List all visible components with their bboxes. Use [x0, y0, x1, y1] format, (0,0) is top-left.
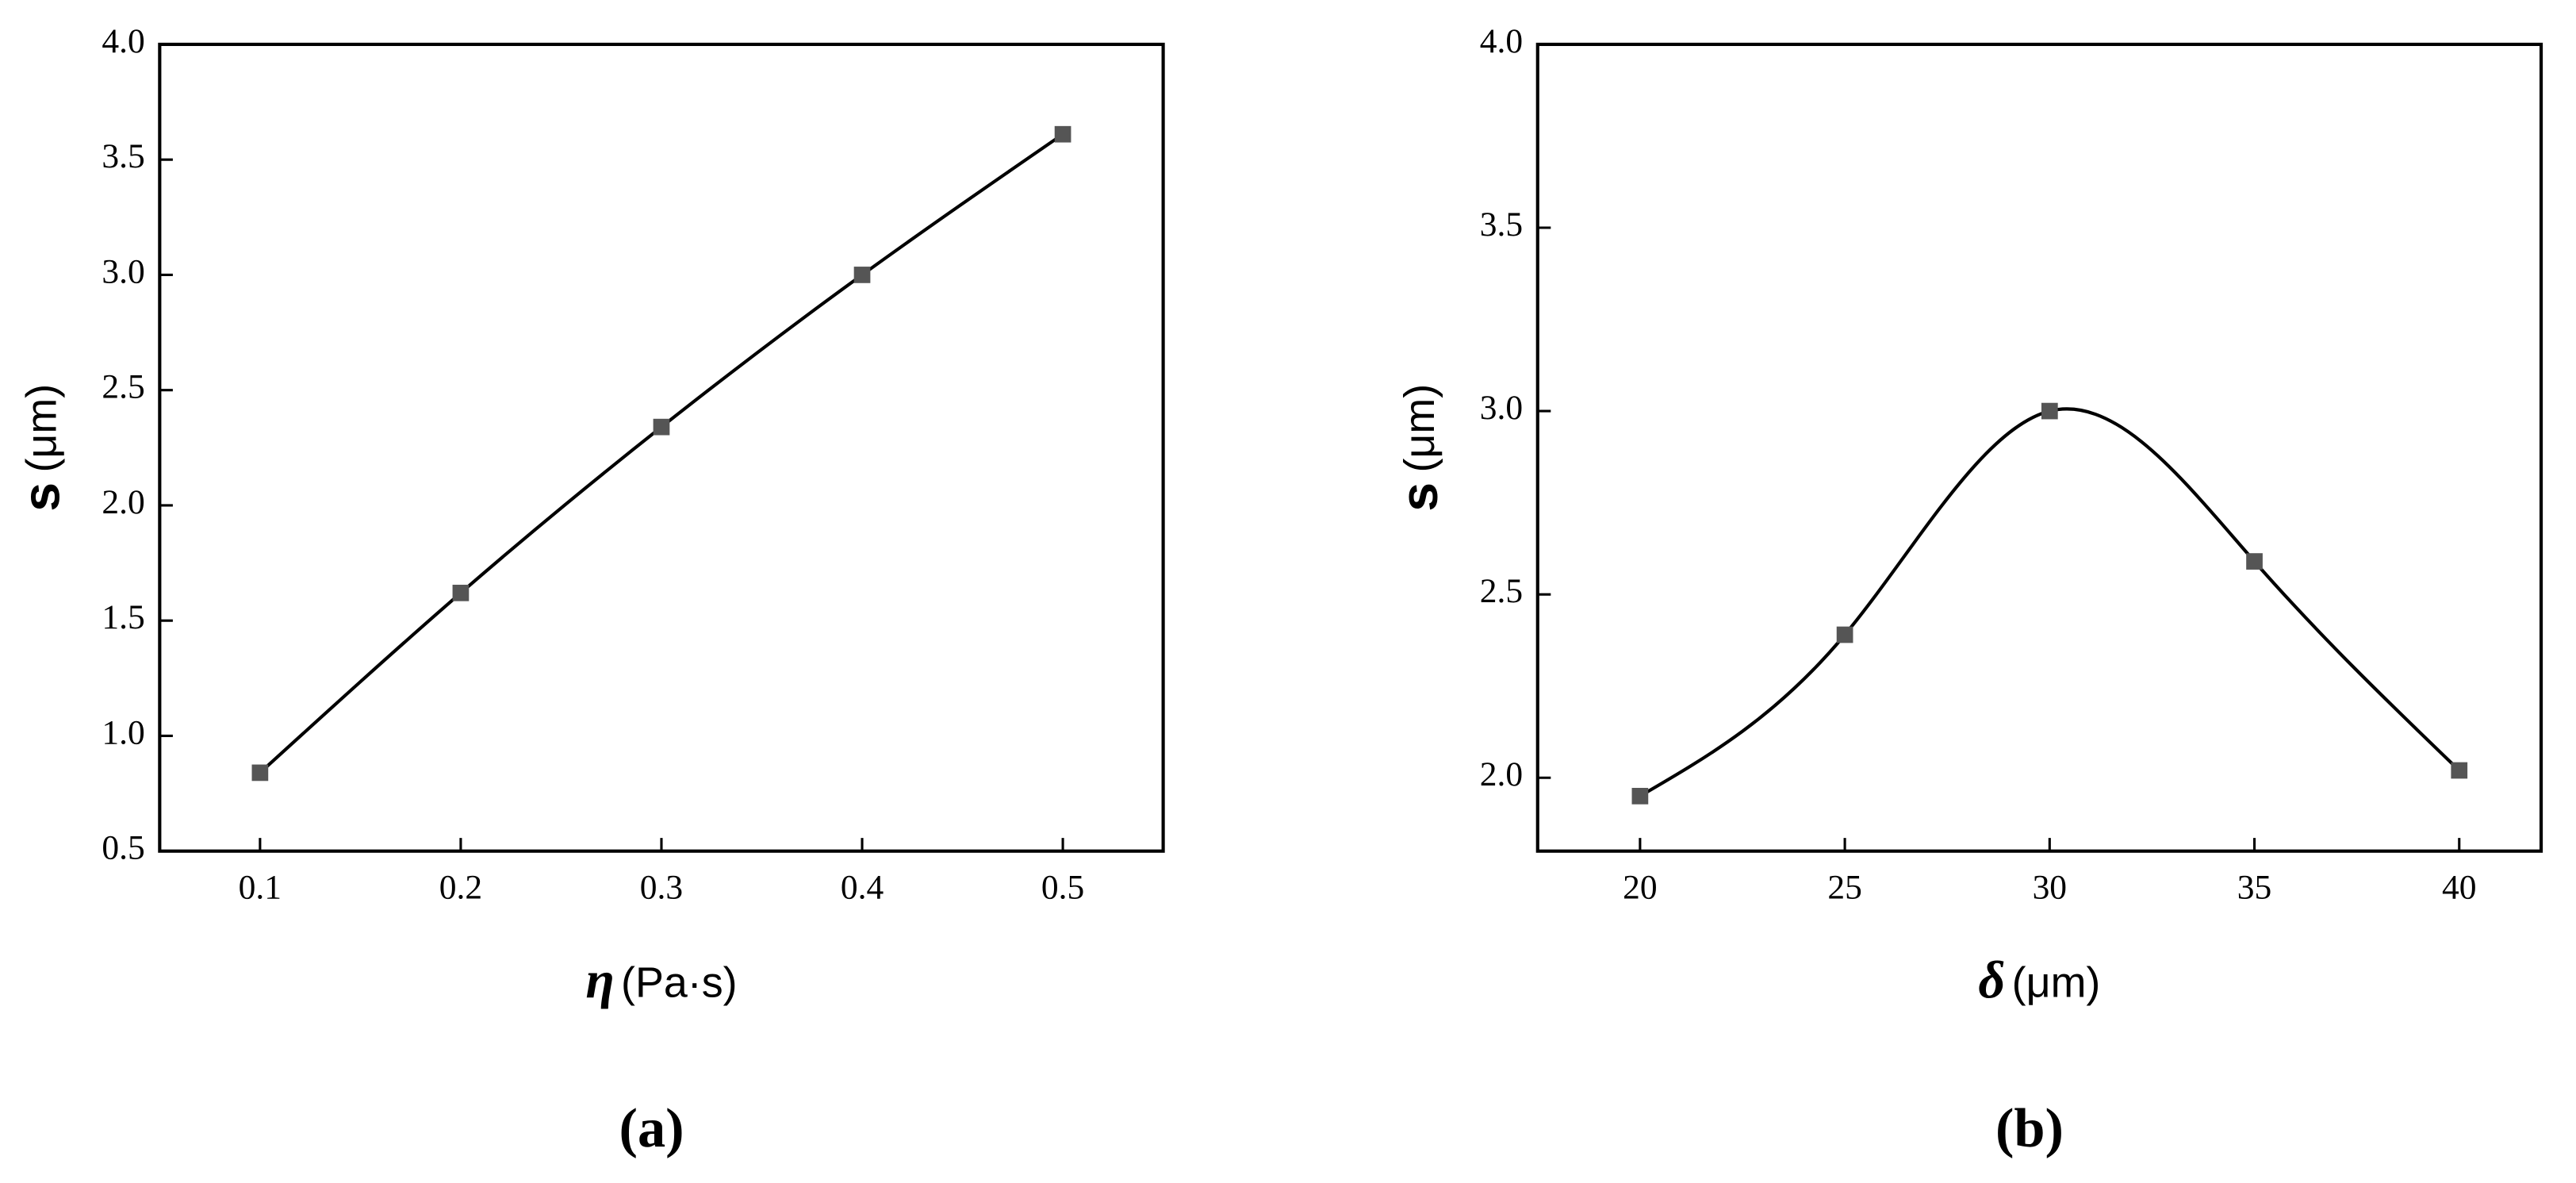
plot-frame: [1535, 42, 2543, 853]
marker: [653, 418, 670, 436]
x-tick-label: 0.5: [1041, 868, 1084, 906]
caption: (b): [1995, 1097, 2064, 1159]
y-tick-label: 2.0: [102, 483, 144, 521]
x-axis-label: δ (μm): [1978, 952, 2100, 1010]
caption: (a): [619, 1097, 684, 1159]
x-tick-label: 0.4: [841, 868, 884, 906]
marker: [1631, 788, 1649, 805]
x-tick-label: 0.2: [439, 868, 482, 906]
y-tick-label: 4.0: [1480, 22, 1523, 60]
marker: [251, 764, 269, 782]
marker: [1836, 626, 1853, 643]
x-axis-label: η (Pa·s): [585, 952, 737, 1010]
line: [1639, 407, 2461, 798]
x-tick-label: 0.1: [239, 868, 282, 906]
x-tick-label: 25: [1827, 868, 1861, 906]
x-tick-label: 40: [2442, 868, 2476, 906]
marker: [2451, 762, 2468, 779]
x-label-symbol: η: [585, 952, 614, 1010]
y-axis-label: s (μm): [1390, 384, 1448, 512]
x-tick-label: 0.3: [640, 868, 683, 906]
y-axis-label: s (μm): [12, 384, 71, 512]
y-label-symbol: s: [12, 482, 71, 512]
line: [259, 133, 1064, 774]
marker: [1054, 125, 1071, 143]
y-label-unit: (μm): [18, 384, 66, 473]
y-tick-label: 3.5: [1480, 205, 1523, 244]
y-tick-label: 3.0: [1480, 389, 1523, 427]
x-tick-label: 30: [2033, 868, 2067, 906]
marker: [452, 584, 470, 601]
y-tick-label: 0.5: [102, 829, 144, 867]
x-label-symbol: δ: [1978, 952, 2005, 1010]
marker: [2246, 553, 2263, 570]
y-tick-label: 2.0: [1480, 755, 1523, 793]
marker: [2041, 402, 2058, 420]
y-tick-label: 3.0: [102, 252, 144, 290]
x-label-unit: (Pa·s): [621, 959, 738, 1007]
x-label-unit: (μm): [2012, 959, 2101, 1007]
y-label-symbol: s: [1390, 482, 1448, 512]
y-tick-label: 3.5: [102, 137, 144, 175]
y-tick-label: 2.5: [102, 368, 144, 406]
x-tick-label: 20: [1623, 868, 1657, 906]
y-tick-label: 4.0: [102, 22, 144, 60]
y-tick-label: 2.5: [1480, 572, 1523, 610]
plot-frame: [158, 42, 1165, 853]
y-label-unit: (μm): [1396, 384, 1443, 473]
y-tick-label: 1.0: [102, 713, 144, 751]
marker: [853, 267, 871, 283]
x-tick-label: 35: [2237, 868, 2271, 906]
y-tick-label: 1.5: [102, 598, 144, 636]
